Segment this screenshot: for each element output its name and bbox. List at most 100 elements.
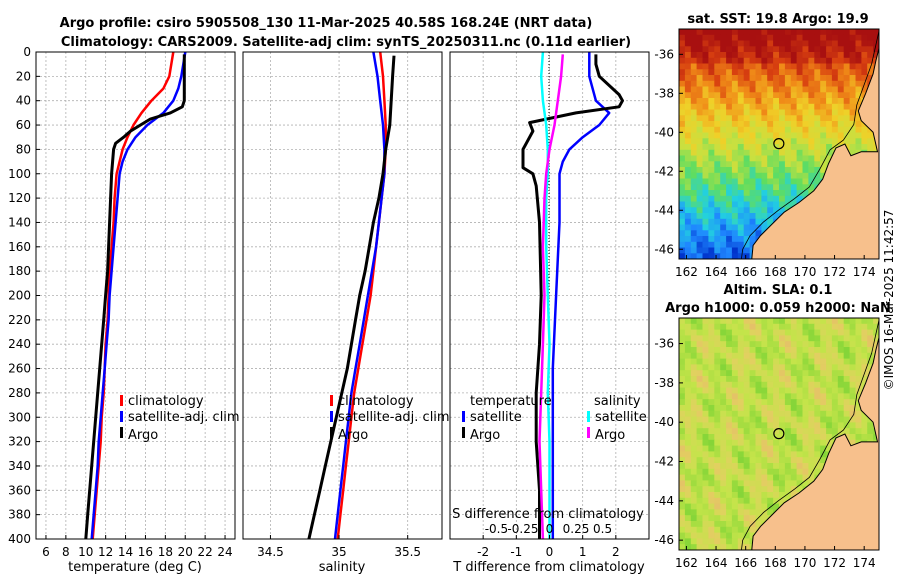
map-cell bbox=[814, 352, 821, 360]
series-line-climatology bbox=[336, 51, 387, 540]
map-cell bbox=[731, 98, 739, 105]
map-cell bbox=[773, 335, 780, 342]
map-cell bbox=[749, 399, 757, 406]
map-cell bbox=[761, 184, 768, 191]
isobath-contour bbox=[741, 319, 879, 550]
map-cell bbox=[773, 86, 780, 93]
map-cell bbox=[696, 57, 704, 65]
map-cell bbox=[767, 80, 774, 88]
map-cell bbox=[720, 149, 727, 157]
map-cell bbox=[684, 492, 692, 499]
map-cell bbox=[743, 370, 751, 377]
map-cell bbox=[773, 190, 780, 197]
map-cell bbox=[714, 52, 721, 59]
map-cell bbox=[796, 132, 804, 139]
map-cell bbox=[702, 515, 709, 522]
map-cell bbox=[826, 335, 833, 342]
map-cell bbox=[731, 167, 739, 174]
map-cell bbox=[708, 358, 715, 365]
temperature-panel: 6 8 10 12 14 16 18 20 22 24 020406080100120140160… bbox=[8, 45, 240, 575]
map-cell bbox=[708, 387, 715, 394]
map-cell bbox=[790, 80, 798, 88]
map-cell bbox=[790, 358, 798, 365]
map-cell bbox=[761, 201, 768, 208]
map-cell bbox=[702, 184, 709, 191]
salinity-xlabel: salinity bbox=[319, 560, 366, 575]
map-cell bbox=[849, 428, 857, 435]
map-cell bbox=[737, 410, 745, 418]
map-cell bbox=[790, 75, 798, 82]
map-cell bbox=[814, 126, 821, 134]
map-cell bbox=[820, 318, 827, 325]
map-cell bbox=[761, 155, 768, 162]
map-cell bbox=[696, 155, 704, 162]
map-cell bbox=[779, 329, 786, 336]
map-cell bbox=[861, 132, 868, 139]
map-cell bbox=[749, 428, 757, 435]
map-cell bbox=[767, 34, 774, 42]
map-cell bbox=[743, 126, 751, 134]
map-cell bbox=[726, 86, 733, 93]
map-cell bbox=[714, 224, 721, 231]
map-cell bbox=[837, 410, 845, 418]
map-cell bbox=[690, 335, 698, 342]
s-difference-label: S difference from climatology bbox=[452, 507, 644, 522]
map-cell bbox=[749, 521, 757, 528]
map-cell bbox=[684, 439, 692, 447]
map-cell bbox=[743, 341, 751, 348]
map-cell bbox=[773, 98, 780, 105]
map-cell bbox=[708, 318, 715, 325]
map-cell bbox=[796, 318, 804, 325]
map-cell bbox=[708, 69, 715, 76]
map-cell bbox=[684, 416, 692, 423]
map-cell bbox=[814, 69, 821, 76]
map-cell bbox=[843, 428, 851, 435]
map-cell bbox=[731, 57, 739, 65]
map-cell bbox=[702, 207, 709, 214]
map-cell bbox=[767, 69, 774, 76]
map-cell bbox=[684, 195, 692, 203]
map-cell bbox=[737, 329, 745, 336]
map-cell bbox=[867, 57, 874, 65]
map-cell bbox=[679, 63, 686, 70]
map-cell bbox=[837, 63, 845, 70]
map-cell bbox=[743, 184, 751, 191]
map-cell bbox=[837, 329, 845, 336]
map-cell bbox=[749, 393, 757, 400]
map-cell bbox=[696, 341, 704, 348]
map-cell bbox=[773, 457, 780, 464]
map-cell bbox=[708, 457, 715, 464]
map-cell bbox=[767, 393, 774, 400]
map-cell bbox=[790, 121, 798, 128]
map-cell bbox=[826, 92, 833, 99]
map-cell bbox=[696, 172, 704, 180]
map-cell bbox=[767, 410, 774, 418]
map-cell bbox=[773, 57, 780, 65]
map-cell bbox=[720, 509, 727, 516]
map-cell bbox=[808, 75, 815, 82]
map-cell bbox=[755, 149, 762, 157]
map-cell bbox=[714, 46, 721, 53]
map-cell bbox=[826, 352, 833, 360]
map-cell bbox=[773, 178, 780, 185]
map-cell bbox=[731, 75, 739, 82]
legend-swatch-t-argo bbox=[462, 427, 465, 438]
map-cell bbox=[731, 376, 739, 383]
map-cell bbox=[690, 318, 698, 325]
map-cell bbox=[749, 213, 757, 220]
map-cell bbox=[831, 46, 839, 53]
map-cell bbox=[831, 121, 839, 128]
map-cell bbox=[714, 201, 721, 208]
legend-t-satellite: satellite bbox=[470, 410, 522, 425]
map-cell bbox=[790, 463, 798, 470]
map-cell bbox=[708, 178, 715, 185]
map-cell bbox=[831, 341, 839, 348]
map-cell bbox=[843, 34, 851, 42]
map-cell bbox=[767, 161, 774, 168]
map-cell bbox=[743, 109, 751, 116]
map-cell bbox=[779, 86, 786, 93]
map-cell bbox=[708, 434, 715, 441]
map-cell bbox=[755, 358, 762, 365]
map-cell bbox=[684, 381, 692, 389]
map-cell bbox=[714, 352, 721, 360]
